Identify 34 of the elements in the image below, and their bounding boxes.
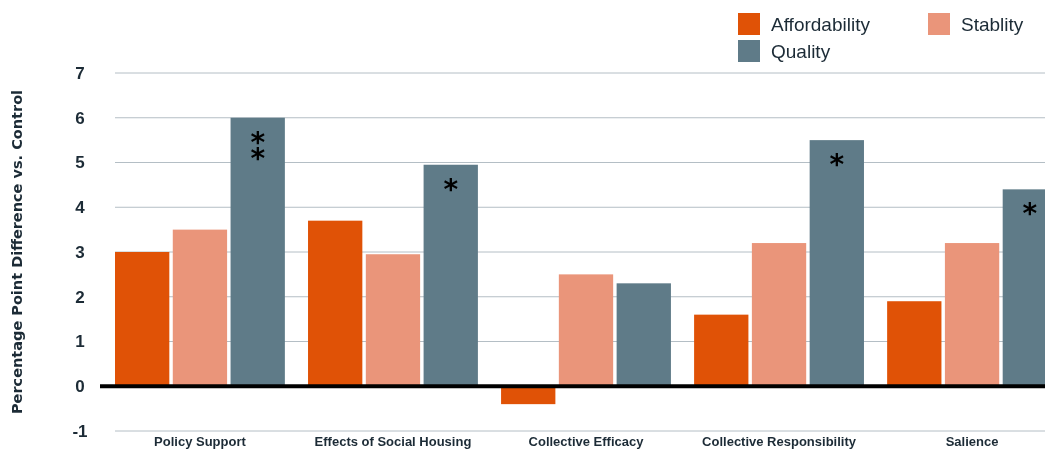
bar — [423, 164, 478, 387]
bar — [308, 220, 363, 387]
annotation: ** — [250, 125, 266, 175]
y-tick-label: 0 — [75, 377, 85, 397]
bar — [616, 283, 671, 387]
bar — [751, 243, 807, 387]
annotation: * — [829, 148, 845, 182]
y-axis-title: Percentage Point Difference vs. Control — [9, 89, 25, 415]
y-tick-label: 5 — [75, 153, 85, 173]
bar — [887, 301, 942, 387]
bar — [230, 117, 285, 387]
bar — [365, 254, 421, 387]
annotation: * — [1022, 197, 1038, 231]
legend-label: Stablity — [961, 14, 1024, 35]
x-tick-label: Effects of Social Housing — [314, 434, 472, 450]
x-tick-label: Collective Responsibility — [702, 434, 857, 450]
y-tick-label: 2 — [75, 287, 85, 307]
legend-label: Affordability — [771, 14, 871, 35]
x-tick-label: Salience — [945, 434, 999, 450]
annotation: * — [443, 172, 459, 206]
y-tick-label: 6 — [75, 108, 85, 128]
bar — [694, 314, 749, 387]
y-tick-label: 1 — [75, 332, 85, 352]
bar — [172, 229, 228, 387]
y-tick-label: 3 — [75, 242, 85, 262]
y-tick-label: -1 — [72, 421, 88, 441]
y-tick-label: 7 — [75, 63, 85, 83]
legend-label: Quality — [771, 41, 831, 62]
bar — [809, 140, 864, 387]
bar — [115, 252, 170, 387]
bar — [558, 274, 614, 387]
x-tick-label: Policy Support — [154, 434, 247, 450]
x-tick-label: Collective Efficacy — [528, 434, 645, 450]
y-tick-label: 4 — [75, 198, 86, 218]
